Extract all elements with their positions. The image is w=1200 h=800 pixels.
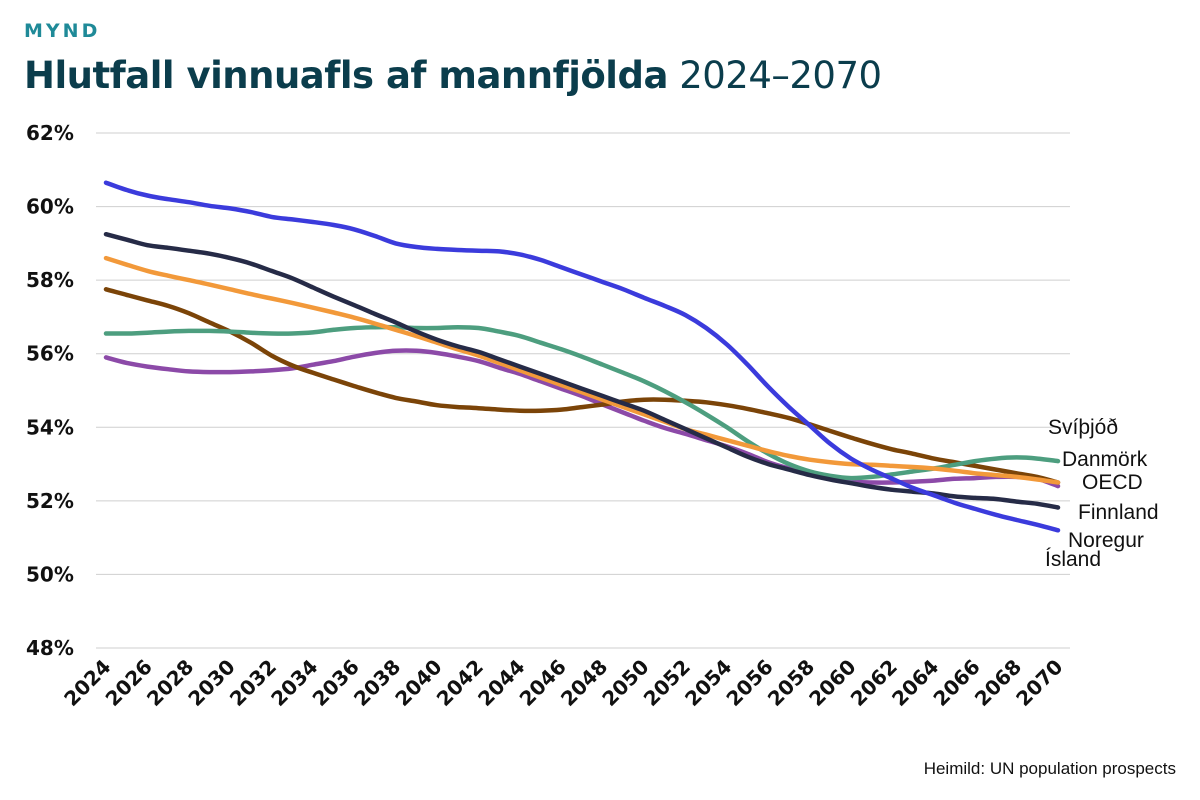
x-tick-label: 2044	[473, 655, 529, 711]
x-tick-label: 2050	[597, 655, 653, 711]
x-tick: 2040	[390, 655, 446, 711]
x-tick-label: 2066	[928, 655, 984, 711]
y-tick-label: 58%	[26, 268, 74, 292]
x-tick: 2034	[266, 655, 322, 711]
x-tick-label: 2068	[970, 655, 1026, 711]
series-line-Danmörk	[103, 324, 1061, 481]
series-label-OECD: OECD	[1082, 471, 1143, 494]
y-tick-label: 60%	[26, 195, 74, 219]
x-tick: 2066	[928, 655, 984, 711]
x-tick: 2042	[432, 655, 488, 711]
x-tick-label: 2060	[804, 655, 860, 711]
y-tick-label: 54%	[26, 415, 74, 439]
chart-title-years: 2024–2070	[679, 54, 882, 97]
x-tick-label: 2034	[266, 655, 322, 711]
x-tick-label: 2036	[308, 655, 364, 711]
x-tick: 2038	[349, 655, 405, 711]
x-tick-label: 2052	[639, 655, 695, 711]
x-tick: 2032	[225, 655, 281, 711]
x-tick: 2046	[515, 655, 571, 711]
x-axis: 2024202620282030203220342036203820402042…	[59, 655, 1067, 711]
x-tick-label: 2032	[225, 655, 281, 711]
y-tick-label: 50%	[26, 562, 74, 586]
source-note: Heimild: UN population prospects	[923, 759, 1176, 778]
x-tick-label: 2070	[1011, 655, 1067, 711]
x-tick-label: 2056	[721, 655, 777, 711]
x-tick-label: 2038	[349, 655, 405, 711]
x-tick: 2058	[763, 655, 819, 711]
chart-title-main: Hlutfall vinnuafls af mannfjölda	[24, 54, 668, 97]
series-line-Finnland	[103, 231, 1061, 510]
x-tick-label: 2058	[763, 655, 819, 711]
x-tick-label: 2046	[515, 655, 571, 711]
x-tick-label: 2026	[101, 655, 157, 711]
x-tick-label: 2042	[432, 655, 488, 711]
x-tick: 2070	[1011, 655, 1067, 711]
chart-kicker: MYND	[24, 20, 101, 42]
x-tick: 2068	[970, 655, 1026, 711]
x-tick: 2024	[59, 655, 115, 711]
x-tick: 2026	[101, 655, 157, 711]
x-tick: 2030	[183, 655, 239, 711]
x-tick-label: 2024	[59, 655, 115, 711]
series-label-Svíþjóð: Svíþjóð	[1048, 416, 1118, 439]
x-tick-label: 2028	[142, 655, 198, 711]
series-line-OECD	[103, 255, 1061, 485]
y-axis: 48% 50% 52% 54% 56% 58% 60% 62%	[26, 121, 74, 660]
x-tick: 2056	[721, 655, 777, 711]
x-tick-label: 2030	[183, 655, 239, 711]
x-tick-label: 2064	[887, 655, 943, 711]
x-tick: 2052	[639, 655, 695, 711]
x-tick: 2064	[887, 655, 943, 711]
x-tick-label: 2054	[680, 655, 736, 711]
y-tick-label: 52%	[26, 489, 74, 513]
y-tick-label: 48%	[26, 636, 74, 660]
x-tick: 2044	[473, 655, 529, 711]
gridlines	[96, 132, 1070, 649]
series-label-Noregur: Noregur	[1068, 529, 1144, 552]
x-tick-label: 2040	[390, 655, 446, 711]
x-tick: 2062	[846, 655, 902, 711]
series-label-Danmörk: Danmörk	[1062, 448, 1148, 471]
series-lines	[103, 180, 1061, 533]
series-line-Ísland	[103, 287, 1061, 485]
series-line-Noregur	[103, 180, 1061, 533]
y-tick-label: 62%	[26, 121, 74, 145]
y-tick-label: 56%	[26, 342, 74, 366]
x-tick-label: 2048	[556, 655, 612, 711]
series-label-Ísland: Ísland	[1045, 548, 1101, 571]
x-tick: 2036	[308, 655, 364, 711]
x-tick-label: 2062	[846, 655, 902, 711]
chart-title: Hlutfall vinnuafls af mannfjölda 2024–20…	[24, 52, 882, 100]
x-tick: 2050	[597, 655, 653, 711]
x-tick: 2060	[804, 655, 860, 711]
series-label-Finnland: Finnland	[1078, 501, 1159, 524]
x-tick: 2048	[556, 655, 612, 711]
x-tick: 2028	[142, 655, 198, 711]
x-tick: 2054	[680, 655, 736, 711]
